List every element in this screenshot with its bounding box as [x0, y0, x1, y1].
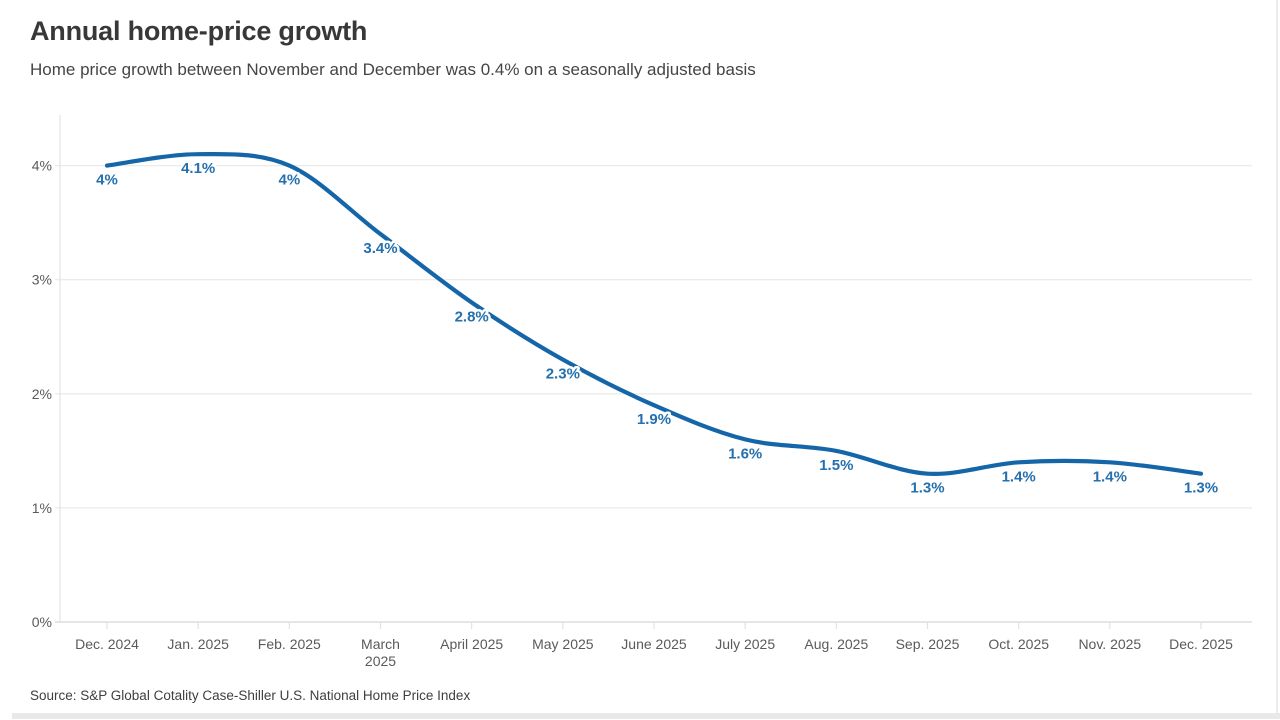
price-growth-line	[104, 152, 1204, 476]
x-axis-label: June 2025	[621, 636, 687, 652]
data-point-label: 1.3%	[1184, 480, 1218, 497]
x-axis-label: Nov. 2025	[1078, 636, 1141, 652]
x-axis-label: March 2025	[361, 636, 400, 669]
data-point-label: 3.4%	[363, 240, 397, 257]
data-point-label: 1.9%	[637, 411, 671, 428]
horizontal-scrollbar-track[interactable]	[12, 713, 1280, 719]
data-point-label: 1.3%	[910, 480, 944, 497]
frame-right-border	[1276, 0, 1278, 713]
data-point-label: 2.3%	[546, 366, 580, 383]
data-point-label: 4.1%	[181, 160, 215, 177]
data-point-label: 2.8%	[455, 309, 489, 326]
data-point-label: 1.4%	[1093, 468, 1127, 485]
data-point-label: 1.5%	[819, 457, 853, 474]
data-point-label: 1.6%	[728, 445, 762, 462]
data-point-label: 4%	[278, 172, 300, 189]
y-axis-label: 2%	[32, 386, 52, 402]
data-point-label: 4%	[96, 172, 118, 189]
y-axis-label: 0%	[32, 614, 52, 630]
y-axis-label: 4%	[32, 158, 52, 174]
x-axis-label: April 2025	[440, 636, 503, 652]
x-axis-label: Dec. 2024	[75, 636, 139, 652]
x-axis-label: Jan. 2025	[167, 636, 229, 652]
x-axis-label: Aug. 2025	[804, 636, 868, 652]
chart-title: Annual home-price growth	[30, 16, 368, 46]
source-note: Source: S&P Global Cotality Case-Shiller…	[30, 688, 471, 703]
x-axis-label: Sep. 2025	[896, 636, 960, 652]
x-axis-label: July 2025	[715, 636, 775, 652]
y-axis-label: 3%	[32, 272, 52, 288]
x-axis-label: Dec. 2025	[1169, 636, 1233, 652]
y-axis-label: 1%	[32, 500, 52, 516]
data-point-label: 1.4%	[1002, 468, 1036, 485]
x-axis-label: Oct. 2025	[988, 636, 1049, 652]
x-axis-label: May 2025	[532, 636, 594, 652]
chart-subtitle: Home price growth between November and D…	[30, 60, 756, 79]
x-axis-label: Feb. 2025	[258, 636, 321, 652]
